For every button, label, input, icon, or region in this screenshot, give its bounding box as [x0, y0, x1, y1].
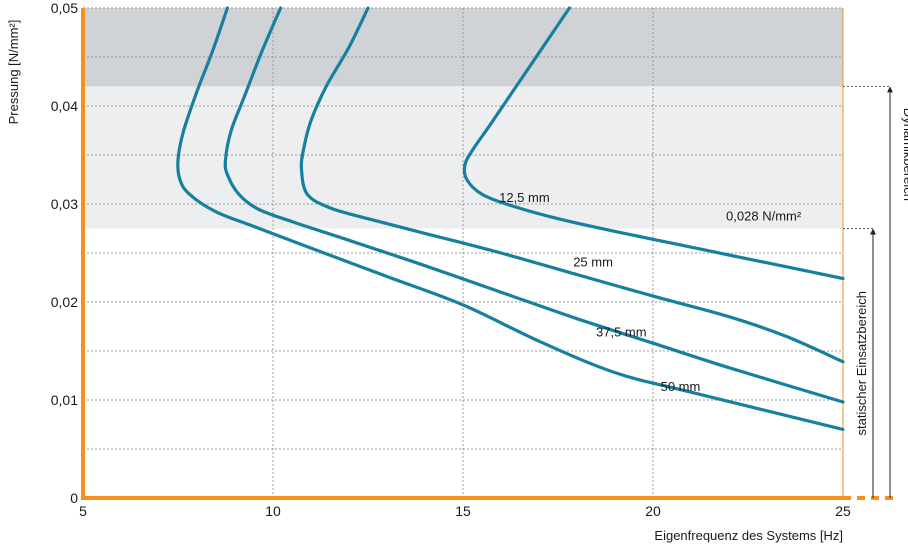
static-range-label: statischer Einsatzbereich [854, 291, 869, 436]
x-tick-label: 20 [645, 503, 661, 519]
series-line-0 [462, 6, 845, 281]
static-range-arrowhead [870, 228, 876, 235]
band-0 [83, 8, 843, 87]
pressure-annotation: 0,028 N/mm² [726, 209, 802, 224]
y-tick-label: 0 [70, 490, 78, 506]
y-axis-title: Pressung [N/mm²] [6, 20, 21, 125]
x-tick-label: 15 [455, 503, 471, 519]
y-tick-label: 0,02 [51, 294, 78, 310]
series-label-1: 25 mm [573, 255, 613, 270]
series-line-3 [176, 6, 845, 431]
x-tick-label: 5 [79, 503, 87, 519]
series-labels: 12,5 mm 25 mm 37,5 mm 50 mm [499, 190, 700, 394]
series-label-0: 12,5 mm [499, 190, 550, 205]
x-tick-label: 25 [835, 503, 851, 519]
series-label-3: 50 mm [661, 379, 701, 394]
y-tick-label: 0,04 [51, 98, 78, 114]
y-tick-label: 0,03 [51, 196, 78, 212]
annotations: 0,028 N/mm² statischer Einsatzbereich Dyna… [726, 85, 908, 498]
series-label-2: 37,5 mm [596, 324, 647, 339]
series-lines [176, 6, 845, 431]
x-tick-label: 10 [265, 503, 281, 519]
y-tick-label: 0,05 [51, 0, 78, 16]
series-line-2 [223, 6, 845, 404]
series-line-1 [299, 6, 845, 364]
dynamic-range-arrowhead [887, 86, 893, 93]
x-axis-title: Eigenfrequenz des Systems [Hz] [654, 528, 843, 543]
axes [81, 8, 895, 500]
dynamic-range-label: Dynamikbereich [901, 108, 908, 201]
y-tick-label: 0,01 [51, 392, 78, 408]
tick-labels: 5 10 15 20 25 0 0,01 0,02 0,03 0,04 0,05 [51, 0, 851, 519]
